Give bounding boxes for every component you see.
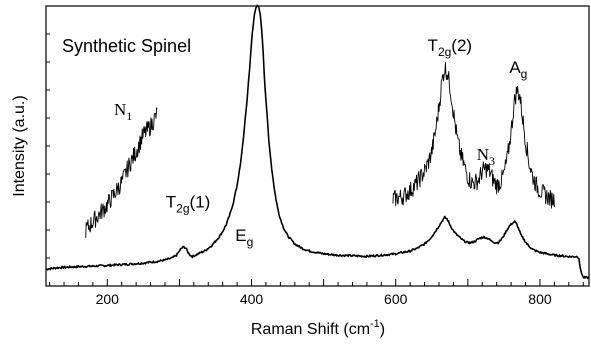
- chart-title: Synthetic Spinel: [62, 36, 191, 56]
- x-tick-label: 200: [96, 291, 120, 307]
- peak-label: Eg: [235, 226, 253, 249]
- peak-label: N1: [114, 100, 132, 123]
- magnified-spectrum-line: [392, 62, 555, 209]
- y-axis-ticks: [46, 5, 50, 287]
- magnified-spectrum-line: [85, 107, 158, 238]
- x-tick-label: 400: [240, 291, 264, 307]
- peak-label: T2g(2): [428, 36, 473, 59]
- series-group: [45, 4, 590, 280]
- spectrum-line: [45, 4, 590, 280]
- peak-label: Ag: [509, 58, 527, 81]
- peak-label: T2g(1): [166, 193, 211, 216]
- peak-annotations: N1 T2g(1) Eg T2g(2) N3 Ag: [114, 36, 527, 249]
- x-axis-ticks: 200 400 600 800: [49, 279, 584, 307]
- y-axis-label: Intensity (a.u.): [11, 95, 28, 196]
- x-axis-label: Raman Shift (cm-1): [251, 318, 385, 338]
- peak-label: N3: [477, 145, 495, 168]
- x-tick-label: 600: [384, 291, 408, 307]
- x-tick-label: 800: [528, 291, 552, 307]
